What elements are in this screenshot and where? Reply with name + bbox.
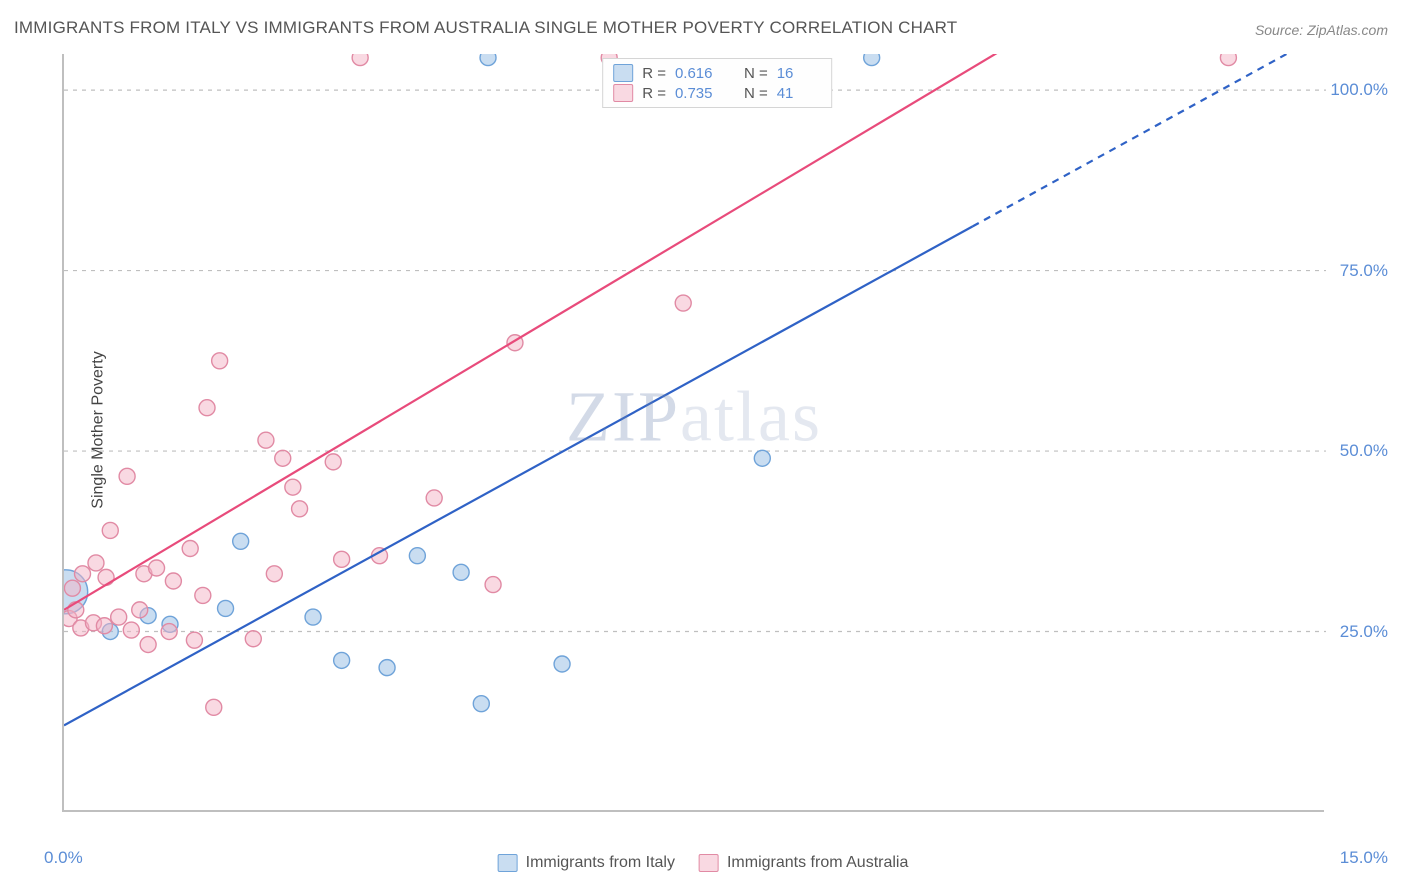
australia-point: [352, 54, 368, 66]
australia-point: [485, 577, 501, 593]
chart-title: IMMIGRANTS FROM ITALY VS IMMIGRANTS FROM…: [14, 18, 957, 38]
australia-point: [140, 637, 156, 653]
correlation-legend: R = 0.616 N = 16 R = 0.735 N = 41: [602, 58, 832, 108]
australia-point: [199, 400, 215, 416]
australia-point: [325, 454, 341, 470]
chart-source: Source: ZipAtlas.com: [1255, 22, 1388, 38]
australia-point: [195, 587, 211, 603]
australia-point: [165, 573, 181, 589]
italy-point: [409, 548, 425, 564]
australia-point: [132, 602, 148, 618]
australia-point: [186, 632, 202, 648]
y-tick-label: 25.0%: [1340, 622, 1388, 642]
n-value: 16: [777, 65, 821, 82]
australia-point: [68, 602, 84, 618]
australia-trendline: [64, 54, 1032, 610]
australia-point: [245, 631, 261, 647]
italy-trendline: [64, 226, 973, 725]
r-label: R =: [642, 85, 666, 102]
x-left-label: 0.0%: [44, 848, 83, 868]
australia-point: [675, 295, 691, 311]
australia-point: [98, 569, 114, 585]
australia-point: [206, 699, 222, 715]
australia-point: [334, 551, 350, 567]
legend-item-australia: Immigrants from Australia: [699, 854, 908, 872]
italy-point: [334, 652, 350, 668]
y-tick-label: 75.0%: [1340, 261, 1388, 281]
italy-point: [473, 696, 489, 712]
y-tick-label: 50.0%: [1340, 441, 1388, 461]
r-value: 0.616: [675, 65, 719, 82]
australia-point: [258, 432, 274, 448]
italy-point: [379, 660, 395, 676]
italy-point: [480, 54, 496, 66]
legend-row-italy: R = 0.616 N = 16: [613, 63, 821, 83]
n-value: 41: [777, 85, 821, 102]
australia-point: [212, 353, 228, 369]
australia-point: [426, 490, 442, 506]
australia-point: [182, 541, 198, 557]
italy-trendline-extrap: [973, 54, 1326, 226]
australia-point: [266, 566, 282, 582]
x-right-label: 15.0%: [1340, 848, 1388, 868]
australia-point: [161, 624, 177, 640]
italy-point: [754, 450, 770, 466]
australia-point: [64, 580, 80, 596]
legend-label: Immigrants from Italy: [526, 854, 675, 872]
legend-item-italy: Immigrants from Italy: [498, 854, 675, 872]
italy-swatch-icon: [613, 64, 633, 82]
italy-point: [218, 600, 234, 616]
australia-point: [111, 609, 127, 625]
australia-point: [1220, 54, 1236, 66]
australia-swatch-icon: [613, 84, 633, 102]
r-value: 0.735: [675, 85, 719, 102]
y-tick-label: 100.0%: [1330, 80, 1388, 100]
australia-point: [285, 479, 301, 495]
australia-point: [275, 450, 291, 466]
plot-area: ZIPatlas R =0.616N =16R =0.735N =41: [62, 54, 1324, 812]
legend-row-australia: R = 0.735 N = 41: [613, 83, 821, 103]
series-legend: Immigrants from Italy Immigrants from Aus…: [498, 854, 909, 872]
italy-point: [233, 533, 249, 549]
australia-point: [149, 560, 165, 576]
italy-point: [554, 656, 570, 672]
australia-point: [88, 555, 104, 571]
australia-point: [96, 618, 112, 634]
australia-point: [75, 566, 91, 582]
italy-swatch-icon: [498, 854, 518, 872]
legend-label: Immigrants from Australia: [727, 854, 908, 872]
chart-svg: [64, 54, 1326, 812]
n-label: N =: [744, 85, 768, 102]
australia-point: [292, 501, 308, 517]
australia-point: [102, 522, 118, 538]
australia-point: [123, 622, 139, 638]
italy-point: [864, 54, 880, 66]
italy-point: [453, 564, 469, 580]
australia-point: [119, 468, 135, 484]
italy-point: [305, 609, 321, 625]
r-label: R =: [642, 65, 666, 82]
australia-swatch-icon: [699, 854, 719, 872]
n-label: N =: [744, 65, 768, 82]
